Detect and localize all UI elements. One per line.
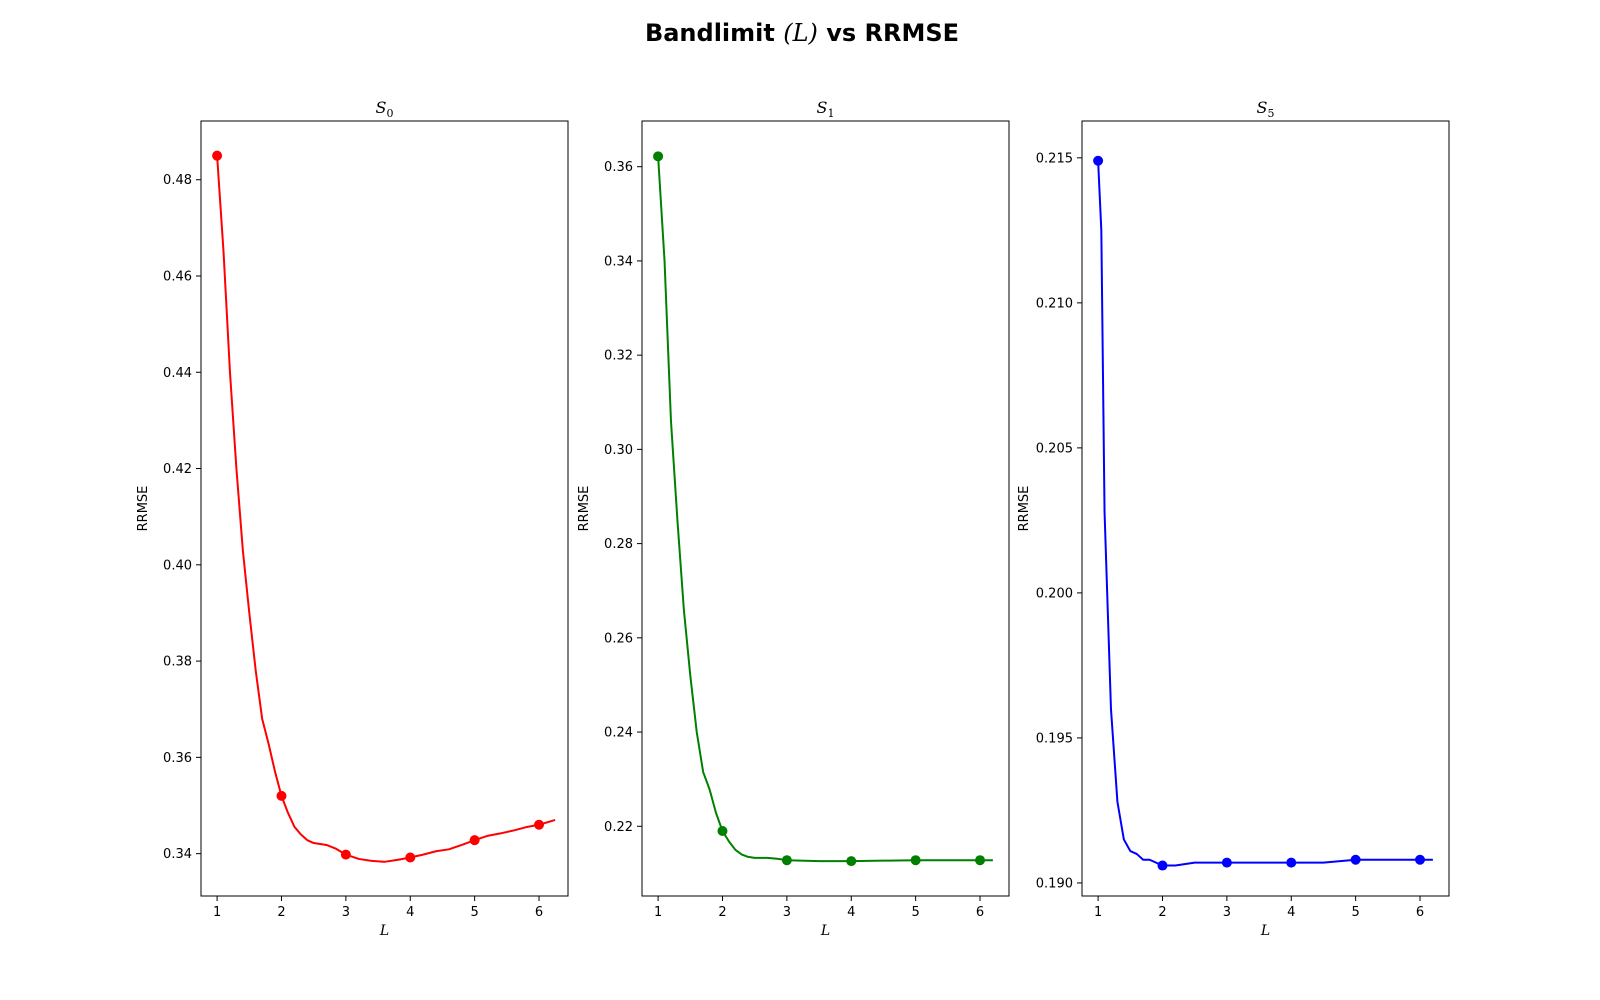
y-tick-label: 0.32 <box>604 349 633 364</box>
subplot-s1: S11 2 3 4 5 60.220.240.260.280.300.320.340.36… <box>577 98 1010 939</box>
y-tick-label: 0.26 <box>604 631 633 646</box>
x-tick-label: 3 <box>1223 905 1231 920</box>
subplot-title-s5: S5 <box>1257 98 1275 120</box>
y-axis-label-s5: RRMSE <box>1017 486 1032 532</box>
y-tick-label: 0.34 <box>604 254 633 269</box>
x-axis-label-s0: L <box>379 923 389 939</box>
series-line-s1 <box>657 156 993 863</box>
figure-title: Bandlimit (L) vs RRMSE <box>645 19 959 47</box>
x-tick-label: 1 <box>213 905 221 920</box>
data-point-s5-5 <box>1350 854 1361 865</box>
plot-frame-s1 <box>641 120 1010 897</box>
subplot-title-base: S <box>817 98 828 117</box>
data-point-s1-4 <box>846 856 857 867</box>
x-tick-label: 5 <box>911 905 919 920</box>
data-point-s1-5 <box>910 855 921 866</box>
y-tick-label: 0.34 <box>163 847 192 862</box>
x-axis-label-s5: L <box>1260 923 1270 939</box>
y-tick-label: 0.36 <box>604 160 633 175</box>
data-point-s1-3 <box>781 855 792 866</box>
x-tick-label: 6 <box>1416 905 1424 920</box>
y-axis-label-s0: RRMSE <box>136 486 151 532</box>
subplot-title-base: S <box>1257 98 1268 117</box>
subplot-title-s1: S1 <box>817 98 835 120</box>
y-axis-label-s1: RRMSE <box>577 486 592 532</box>
y-tick-label: 0.38 <box>163 655 192 670</box>
data-point-s1-1 <box>653 151 664 162</box>
y-tick-label: 0.36 <box>163 751 192 766</box>
figure-title-main: Bandlimit <box>645 19 783 47</box>
y-tick-label: 0.205 <box>1036 441 1073 456</box>
y-tick-label: 0.200 <box>1036 586 1073 601</box>
series-line-s5 <box>1097 160 1433 867</box>
y-tick-label: 0.22 <box>604 820 633 835</box>
y-tick-label: 0.46 <box>163 270 192 285</box>
subplot-s0: S0 1 2 3 4 5 6 0.34 0.36 0.38 0.40 0.42 0.44 0.46 0.48… <box>136 98 569 939</box>
x-tick-label: 3 <box>783 905 791 920</box>
subplot-title-subscript: 1 <box>827 107 834 120</box>
x-tick-label: 3 <box>342 905 350 920</box>
x-tick-label: 4 <box>406 905 414 920</box>
subplot-title-base: S <box>376 98 387 117</box>
y-tick-label: 0.190 <box>1036 876 1073 891</box>
figure-title-italic: (L) <box>783 19 818 47</box>
y-tick-label: 0.24 <box>604 726 633 741</box>
data-point-s0-3 <box>340 849 351 860</box>
x-tick-label: 4 <box>1287 905 1295 920</box>
x-tick-label: 4 <box>847 905 855 920</box>
figure-title-end: vs RRMSE <box>818 19 959 47</box>
y-tick-label: 0.40 <box>163 558 192 573</box>
plot-frame-s5 <box>1081 120 1450 897</box>
data-point-s0-2 <box>276 790 287 801</box>
data-point-s5-2 <box>1157 860 1168 871</box>
plot-frame-s0 <box>200 120 569 897</box>
y-tick-label: 0.48 <box>163 173 192 188</box>
y-tick-label: 0.195 <box>1036 731 1073 746</box>
data-point-s5-1 <box>1093 155 1104 166</box>
data-point-s5-6 <box>1415 854 1426 865</box>
data-point-s1-6 <box>975 855 986 866</box>
x-tick-label: 6 <box>976 905 984 920</box>
x-tick-label: 2 <box>1158 905 1166 920</box>
y-tick-label: 0.210 <box>1036 296 1073 311</box>
subplot-panels: S01 2 3 4 5 60.340.360.380.400.420.440.460.48… <box>136 98 1450 939</box>
y-tick-label: 0.44 <box>163 366 192 381</box>
data-point-s0-5 <box>469 835 480 846</box>
series-line-s0 <box>216 155 556 863</box>
data-point-s1-2 <box>717 825 728 836</box>
y-tick-label: 0.215 <box>1036 151 1073 166</box>
y-tick-label: 0.28 <box>604 537 633 552</box>
data-point-s0-6 <box>534 819 545 830</box>
x-tick-label: 5 <box>470 905 478 920</box>
y-tick-label: 0.30 <box>604 443 633 458</box>
x-tick-label: 1 <box>654 905 662 920</box>
x-tick-label: 5 <box>1351 905 1359 920</box>
x-tick-label: 6 <box>535 905 543 920</box>
data-point-s0-1 <box>212 150 223 161</box>
subplot-title-subscript: 5 <box>1267 107 1274 120</box>
data-point-s0-4 <box>405 852 416 863</box>
subplot-s5: S51 2 3 4 5 60.1900.1950.2000.2050.2100.215LR… <box>1017 98 1450 939</box>
y-tick-label: 0.42 <box>163 462 192 477</box>
x-tick-label: 2 <box>277 905 285 920</box>
x-tick-label: 2 <box>718 905 726 920</box>
x-axis-label-s1: L <box>820 923 830 939</box>
data-point-s5-4 <box>1286 857 1297 868</box>
subplot-title-subscript: 0 <box>386 107 393 120</box>
x-tick-label: 1 <box>1094 905 1102 920</box>
subplot-title-s0: S0 <box>376 98 394 120</box>
data-point-s5-3 <box>1221 857 1232 868</box>
